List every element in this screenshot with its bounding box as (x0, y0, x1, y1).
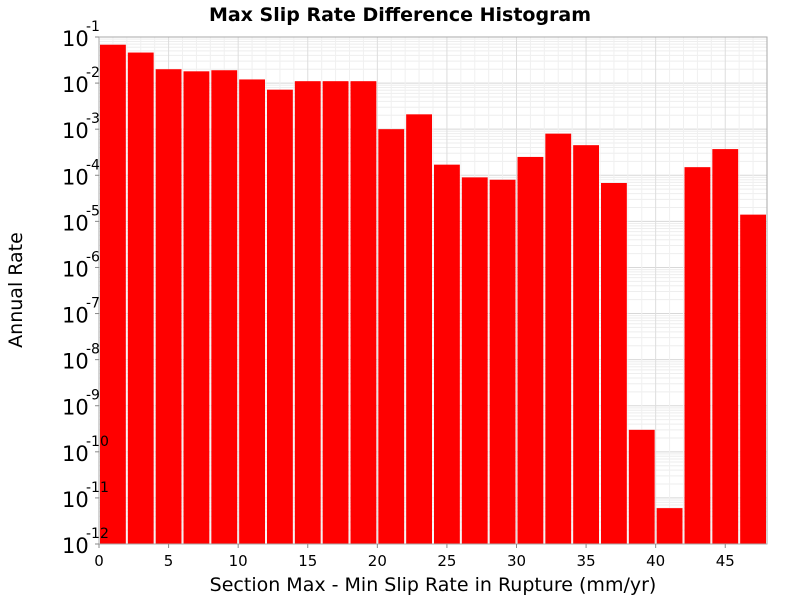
histogram-bar (517, 156, 544, 544)
histogram-bar (155, 69, 182, 545)
y-tick-label: 10 (62, 442, 89, 466)
x-tick-label: 45 (716, 552, 735, 570)
histogram-bar (378, 129, 405, 544)
y-tick-exponent: -11 (86, 480, 109, 496)
y-tick-exponent: -6 (86, 249, 100, 265)
histogram-bar (183, 71, 210, 544)
y-tick-label: 10 (62, 257, 89, 281)
histogram-bar (294, 81, 321, 545)
y-tick-exponent: -1 (86, 19, 100, 35)
y-tick-label: 10 (62, 534, 89, 558)
histogram-bar (740, 214, 766, 544)
x-axis-ticks: 0 5 10 15 20 25 30 35 40 45 (94, 544, 735, 570)
histogram-bar (573, 145, 599, 544)
x-tick-label: 40 (646, 552, 665, 570)
histogram-bar (712, 149, 739, 544)
y-axis-ticks: 10-110-210-310-410-510-610-710-810-910-1… (62, 19, 109, 558)
x-tick-label: 30 (507, 552, 526, 570)
chart-title: Max Slip Rate Difference Histogram (209, 4, 591, 26)
y-tick-label: 10 (62, 396, 89, 420)
x-tick-label: 10 (229, 552, 248, 570)
y-tick-exponent: -7 (86, 296, 100, 312)
histogram-bar (322, 81, 349, 545)
x-tick-label: 0 (94, 552, 104, 570)
histogram-bar (406, 114, 432, 544)
y-tick-exponent: -3 (86, 111, 100, 127)
histogram-bar (267, 89, 293, 545)
x-tick-label: 20 (368, 552, 387, 570)
y-tick-exponent: -12 (86, 526, 109, 542)
histogram-bar (211, 70, 238, 544)
y-tick-label: 10 (62, 211, 89, 235)
x-axis-label: Section Max - Min Slip Rate in Rupture (… (210, 574, 657, 596)
y-tick-label: 10 (62, 304, 89, 328)
y-tick-exponent: -9 (86, 388, 100, 404)
histogram-bar (628, 429, 655, 544)
histogram-bar (489, 179, 516, 545)
histogram-bar (656, 508, 683, 544)
histogram-bar (127, 52, 154, 545)
histogram-bar (350, 81, 377, 545)
plot-frame (98, 36, 768, 545)
y-tick-exponent: -4 (86, 157, 100, 173)
y-tick-exponent: -10 (86, 434, 109, 450)
y-axis-label: Annual Rate (5, 232, 27, 348)
histogram-bar (545, 133, 572, 544)
y-tick-label: 10 (62, 27, 89, 51)
x-tick-label: 5 (164, 552, 174, 570)
histogram-bar (461, 177, 488, 545)
y-tick-exponent: -8 (86, 342, 100, 358)
histogram-bar (100, 44, 126, 544)
y-tick-exponent: -5 (86, 203, 100, 219)
histogram-bar (434, 164, 460, 544)
y-tick-label: 10 (62, 119, 89, 143)
x-tick-label: 25 (437, 552, 456, 570)
histogram-bar (601, 182, 627, 544)
x-tick-label: 15 (298, 552, 317, 570)
histogram-bar (684, 167, 711, 544)
y-tick-label: 10 (62, 350, 89, 374)
histogram-bar (239, 79, 265, 544)
y-tick-label: 10 (62, 165, 89, 189)
y-tick-exponent: -2 (86, 65, 100, 81)
bars (100, 44, 766, 545)
y-tick-label: 10 (62, 488, 89, 512)
y-tick-label: 10 (62, 73, 89, 97)
x-tick-label: 35 (577, 552, 596, 570)
